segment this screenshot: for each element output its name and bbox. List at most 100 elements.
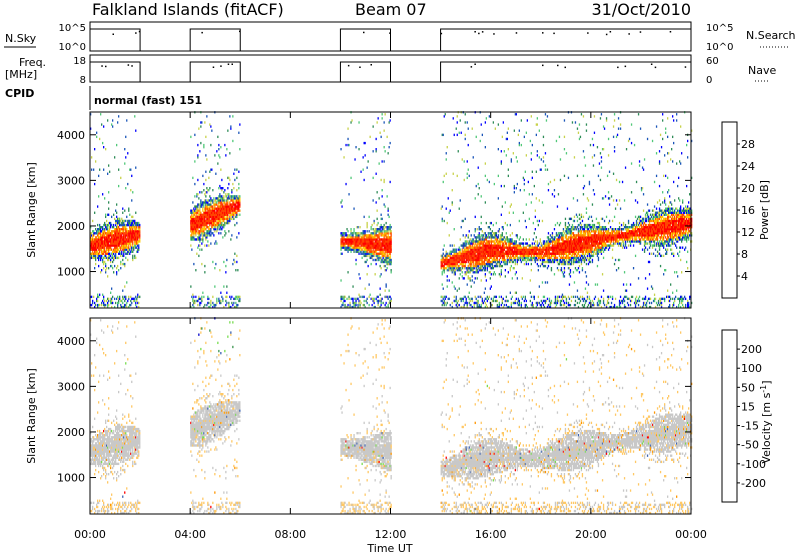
power-cell — [358, 121, 360, 124]
power-cell — [94, 305, 96, 309]
power-cell — [477, 260, 479, 264]
power-cell — [98, 242, 100, 245]
power-cell — [464, 113, 466, 116]
power-cell — [346, 234, 348, 237]
power-cell — [229, 195, 231, 198]
power-cell — [538, 242, 540, 245]
power-cell — [118, 240, 120, 243]
power-cell — [122, 305, 124, 309]
power-cell — [347, 271, 349, 274]
power-cell — [380, 242, 382, 245]
power-cell — [564, 223, 567, 227]
power-cell — [201, 121, 203, 124]
power-cell — [564, 246, 567, 249]
power-cell — [98, 295, 100, 299]
power-cell — [498, 295, 500, 299]
power-cell — [500, 264, 502, 268]
power-cell — [570, 217, 573, 221]
power-cell — [535, 301, 537, 305]
power-cell — [543, 305, 546, 309]
power-cell — [385, 236, 387, 239]
power-cell — [128, 305, 130, 309]
power-cell — [356, 250, 358, 253]
power-cell — [341, 199, 343, 202]
power-cell — [571, 223, 574, 227]
power-cell — [576, 254, 579, 258]
power-cell — [108, 299, 110, 303]
power-cell — [449, 262, 451, 266]
power-cell — [484, 287, 486, 290]
power-cell — [515, 250, 517, 253]
power-cell — [561, 248, 564, 251]
power-cell — [469, 246, 471, 249]
power-cell — [368, 283, 370, 286]
power-cell — [443, 254, 445, 258]
power-cell — [201, 217, 203, 221]
power-cell — [236, 199, 238, 202]
power-cell — [515, 244, 517, 247]
power-cell — [211, 211, 213, 214]
power-cell — [528, 246, 530, 249]
power-cell — [139, 238, 141, 241]
power-cell — [350, 244, 352, 247]
power-cell — [496, 256, 498, 260]
trace-dot — [101, 65, 103, 67]
power-cell — [490, 285, 492, 288]
power-cell — [532, 305, 534, 309]
power-cell — [541, 256, 544, 260]
power-cell — [111, 234, 113, 237]
power-cell — [116, 240, 118, 243]
power-cell — [99, 293, 101, 296]
power-cell — [207, 301, 209, 305]
power-cell — [530, 248, 532, 251]
power-cell — [552, 238, 555, 241]
power-cell — [217, 213, 219, 216]
power-cell — [452, 260, 454, 264]
power-cell — [227, 199, 229, 202]
power-cell — [110, 260, 112, 264]
power-cell — [199, 191, 201, 194]
power-cell — [389, 223, 391, 227]
power-cell — [106, 299, 108, 303]
power-cell — [369, 236, 371, 239]
power-cell — [110, 232, 112, 235]
power-cell — [347, 246, 349, 249]
power-cell — [388, 121, 390, 124]
power-cell — [523, 252, 525, 255]
power-cell — [496, 250, 498, 253]
power-cell — [558, 262, 561, 266]
power-cell — [202, 291, 204, 294]
power-cell — [377, 236, 379, 239]
power-cell — [471, 248, 473, 251]
power-cell — [362, 242, 364, 245]
power-cell — [561, 252, 564, 255]
power-cell — [487, 246, 489, 249]
power-cell — [443, 303, 445, 307]
power-cell — [551, 236, 554, 239]
power-cell — [561, 293, 564, 296]
trace-dot — [363, 31, 365, 34]
power-cell — [99, 248, 101, 251]
power-cell — [525, 260, 527, 264]
power-cell — [236, 305, 238, 309]
power-cell — [109, 246, 111, 249]
power-cell — [502, 228, 504, 231]
power-cell — [209, 203, 211, 206]
power-cell — [491, 252, 493, 255]
power-cell — [219, 201, 221, 204]
power-cell — [375, 148, 377, 151]
power-cell — [524, 305, 526, 309]
power-cell — [132, 244, 134, 247]
power-cell — [556, 252, 559, 255]
power-cell — [469, 260, 471, 264]
power-cell — [214, 221, 216, 225]
power-cell — [497, 244, 499, 247]
power-cell — [199, 226, 201, 229]
power-cell — [218, 232, 220, 235]
power-cell — [555, 250, 558, 253]
power-cell — [90, 127, 92, 130]
power-cell — [531, 246, 533, 249]
power-cell — [388, 248, 390, 251]
power-cell — [478, 226, 480, 229]
power-cell — [563, 232, 566, 235]
